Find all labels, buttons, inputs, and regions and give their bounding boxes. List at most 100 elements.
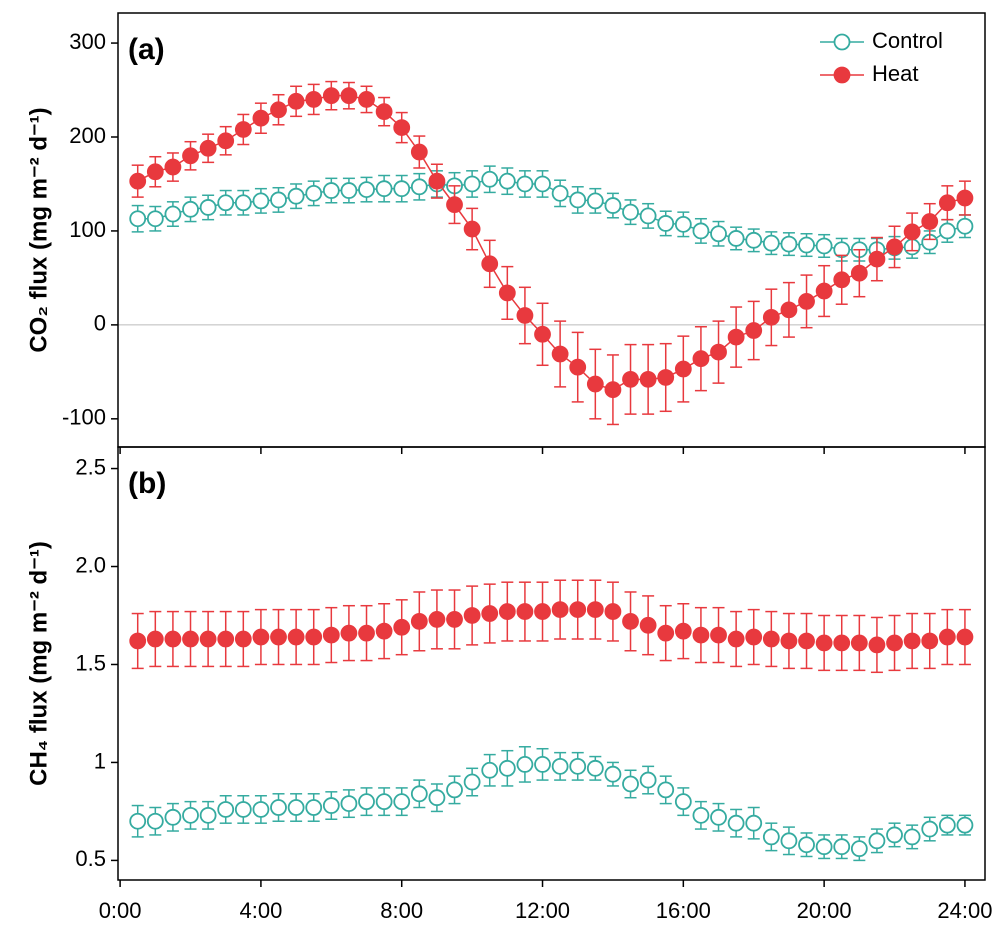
data-point [551,601,569,619]
data-point [586,192,604,210]
y-tick-label: 300 [69,29,106,54]
data-point [674,360,692,378]
x-tick-label: 12:00 [515,898,570,923]
data-point [375,180,393,198]
data-point [569,757,587,775]
y-tick-label: 100 [69,217,106,242]
data-point [569,358,587,376]
plot-frame [117,446,986,881]
data-point [428,172,446,190]
data-point [815,838,833,856]
data-point [358,181,375,199]
y-axis-label: CH₄ flux (mg m⁻² d⁻¹) [25,541,52,786]
data-point [657,215,675,232]
data-point [446,611,463,628]
data-point [780,235,798,253]
data-point [639,207,657,225]
data-point [463,220,481,238]
data-point [833,634,851,652]
data-point [586,375,604,393]
data-point [481,170,499,188]
data-point [410,612,428,630]
data-point [164,205,182,223]
data-point [146,210,164,228]
data-point [164,158,182,176]
data-point [938,222,956,240]
data-point [780,832,798,850]
y-tick-label: 1 [94,748,106,773]
data-point [252,628,270,646]
data-point [798,836,815,854]
data-point [798,236,815,254]
data-point [234,194,252,212]
data-point [534,325,551,343]
data-point [270,628,287,646]
data-point [358,91,375,108]
data-point [182,630,199,648]
data-point [622,203,639,221]
data-point [833,271,851,289]
data-point [481,761,499,779]
data-point [129,210,147,228]
data-point [287,799,305,816]
data-point [287,628,305,646]
data-point [270,101,287,119]
data-point [604,603,622,620]
data-point [903,632,921,650]
x-tick-label: 20:00 [797,898,852,923]
data-point [516,307,534,324]
data-point [938,628,956,646]
data-point [745,814,763,832]
data-point [516,603,534,620]
data-point [182,200,199,218]
legend-marker [833,66,851,84]
data-point [498,284,516,302]
data-point [886,826,903,844]
data-point [322,87,340,105]
data-point [217,801,235,818]
data-point [886,238,903,256]
data-point [305,91,323,108]
data-point [938,816,956,834]
plot-frame [117,12,986,448]
data-point [129,632,147,650]
data-point [534,603,551,620]
data-point [410,785,428,803]
data-point [868,250,886,268]
data-point [428,789,446,807]
data-point [745,322,763,339]
y-tick-label: 2.5 [75,454,106,479]
y-tick-label: 0.5 [75,846,106,871]
data-point [375,793,393,811]
data-point [850,840,868,858]
data-point [498,172,516,190]
data-point [639,370,657,388]
y-tick-label: 1.5 [75,650,106,675]
data-point [393,119,411,137]
data-point [727,328,745,346]
data-point [146,812,164,830]
data-point [199,199,217,216]
data-point [199,139,217,157]
data-point [745,231,763,249]
data-point [446,781,463,799]
data-point [745,628,763,646]
data-point [674,793,692,811]
data-point [921,213,939,230]
data-point [481,255,499,273]
data-point [534,175,551,193]
data-point [604,765,622,783]
data-point [692,806,710,824]
data-point [375,622,393,640]
data-point [287,92,305,110]
data-point [340,87,358,105]
data-point [727,814,745,832]
data-point [762,308,780,326]
data-point [903,828,921,846]
x-tick-label: 24:00 [937,898,992,923]
data-point [551,757,569,775]
data-point [322,797,340,814]
data-point [921,820,939,838]
